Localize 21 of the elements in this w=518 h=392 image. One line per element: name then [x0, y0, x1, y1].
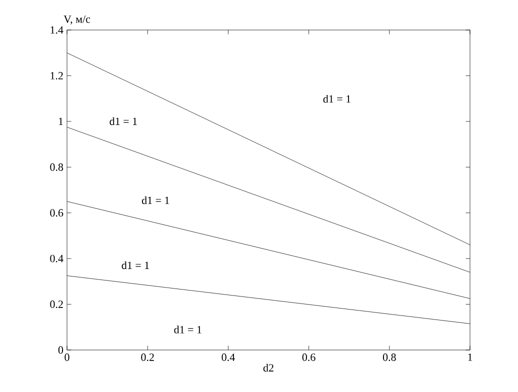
y-tick-label: 0 [58, 346, 64, 354]
x-tick-label: 0.4 [222, 354, 235, 362]
x-tick-label: 1 [468, 354, 472, 361]
x-tick-label: 0.8 [382, 354, 396, 362]
y-tick-label: 0.2 [50, 300, 63, 308]
x-tick-label: 0 [64, 354, 70, 361]
annotation: d1 = 1 [142, 196, 170, 204]
x-tick-label: 0.2 [141, 354, 154, 362]
annotation: d1 = 1 [323, 94, 350, 103]
y-tick-label: 0.6 [50, 209, 64, 217]
annotation: d1 = 1 [110, 117, 137, 126]
y-tick-label: 1.2 [50, 72, 63, 80]
x-axis-title: d2 [263, 364, 274, 372]
y-tick-label: 0.4 [50, 254, 64, 262]
annotation: d1 = 1 [122, 261, 149, 270]
y-tick-label: 1.4 [50, 26, 64, 34]
x-tick-label: 0.6 [302, 354, 316, 362]
y-axis-title: V, м/с [64, 16, 90, 24]
y-tick-label: 0.8 [50, 163, 64, 171]
y-tick-label: 1 [58, 118, 63, 126]
annotation: d1 = 1 [174, 326, 202, 334]
